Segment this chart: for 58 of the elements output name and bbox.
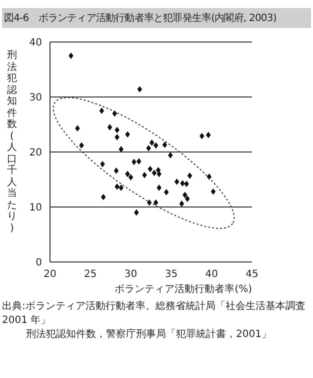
point: [164, 188, 169, 196]
y-tick-label: 40: [29, 38, 42, 49]
point: [153, 199, 158, 206]
point: [153, 142, 158, 149]
point: [168, 152, 173, 158]
point: [136, 158, 142, 165]
point: [118, 146, 124, 152]
y-tick-label: 30: [29, 92, 42, 104]
point: [79, 142, 84, 149]
x-tick-label: 40: [205, 269, 218, 280]
point: [174, 178, 180, 185]
point: [100, 160, 105, 168]
point: [184, 180, 189, 188]
point: [142, 172, 147, 178]
point: [134, 209, 139, 216]
point: [210, 188, 216, 195]
text: 刑法犯認知件数，警察庁刑事局「犯罪統計書，2001」: [25, 328, 272, 342]
y-tick-label: 20: [29, 148, 42, 159]
x-tick-label: 35: [164, 269, 178, 280]
point: [114, 126, 120, 134]
x-tick-label: 20: [44, 269, 56, 280]
point: [128, 174, 134, 180]
source-note: 出典:ボランティア活動行動者率。総務省統計局「社会生活基本調査 2001 年」: [2, 300, 306, 328]
point: [148, 166, 153, 172]
point: [118, 184, 124, 191]
point: [179, 200, 184, 207]
point: [162, 142, 168, 148]
point: [107, 124, 112, 130]
x-tick-label: 45: [246, 269, 258, 280]
point: [156, 184, 162, 191]
x-tick-label: 30: [124, 269, 138, 280]
point: [114, 134, 120, 140]
x-axis-title: ボランティア活動行動者率(%): [114, 282, 252, 296]
y-tick-label: 10: [29, 202, 42, 214]
x-tick-label: 25: [84, 269, 97, 280]
point: [184, 196, 190, 202]
point: [100, 194, 106, 200]
point: [68, 52, 74, 59]
point: [99, 108, 104, 114]
chart-title: 図4-6 ボランティア活動行動者率と犯罪発生率(内閣府, 2003): [2, 8, 311, 28]
point: [125, 131, 130, 138]
point: [114, 168, 119, 174]
point: [182, 192, 188, 198]
point: [149, 139, 154, 146]
point: [114, 183, 120, 190]
text: 刑法犯認知件数(人口千人当たり): [7, 50, 17, 234]
point: [187, 172, 192, 179]
point: [200, 132, 204, 140]
point: [132, 158, 136, 166]
point: [180, 180, 185, 187]
point: [156, 170, 162, 178]
y-tick-label: 0: [36, 258, 42, 269]
point: [152, 170, 157, 176]
point: [137, 86, 142, 92]
point: [125, 170, 130, 178]
point: [75, 125, 80, 132]
point: [206, 132, 211, 138]
point: [146, 144, 151, 152]
